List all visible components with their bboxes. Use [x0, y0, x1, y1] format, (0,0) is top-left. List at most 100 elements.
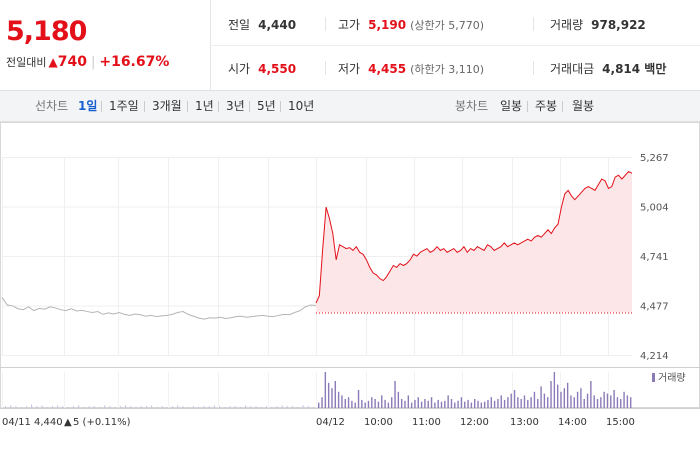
volume-bar [224, 407, 226, 408]
candle-chart-label: 봉차트 [455, 99, 489, 113]
tab-monthly-candle[interactable]: 월봉 [572, 99, 595, 113]
divider [218, 101, 219, 112]
change-amount: 740 [57, 54, 87, 70]
volume-bar [318, 402, 320, 408]
volume-bar [72, 406, 74, 408]
volume-bar [67, 407, 69, 408]
volume-bar [530, 397, 532, 408]
volume-bar [447, 395, 449, 408]
volume-bar [78, 405, 80, 408]
divider [325, 61, 326, 75]
tab-10y[interactable]: 10년 [288, 99, 315, 113]
volume-bar [156, 407, 158, 408]
volume-bar [460, 397, 463, 408]
volume-bar [334, 381, 336, 408]
tab-weekly-candle[interactable]: 주봉 [535, 99, 558, 113]
volume-bar [292, 406, 294, 408]
prev-day-close: 4,440 [34, 417, 63, 428]
volume-bar [119, 406, 121, 408]
x-tick-label: 04/12 [316, 417, 345, 428]
volume-bar [286, 406, 288, 408]
volume-bar [596, 399, 599, 408]
volume-bar [487, 399, 489, 408]
divider [144, 101, 145, 112]
volume-bar [417, 397, 419, 408]
volume-bar [490, 397, 492, 408]
volume-bar [130, 406, 132, 408]
volume-bar [573, 397, 575, 408]
volume-bar [192, 406, 194, 408]
quote-header: 5,180 전일대비 ▲740 | +16.67% 전일 4,440 고가 5,190 (상… [0, 0, 700, 90]
volume-bar [219, 406, 221, 408]
volume-bar [477, 400, 479, 408]
volume-bar [5, 406, 6, 408]
y-tick-label: 5,267 [640, 153, 669, 164]
volume-bar [623, 391, 625, 408]
y-tick-label: 4,741 [640, 252, 669, 263]
volume-bar [570, 395, 572, 408]
volume-bar [344, 399, 346, 408]
volume-bar [430, 397, 433, 408]
volume-bar [626, 395, 629, 408]
tab-daily-candle[interactable]: 일봉 [500, 99, 523, 113]
y-tick-label: 4,477 [640, 302, 669, 313]
tab-1d[interactable]: 1일 [78, 99, 98, 113]
volume-bar [281, 405, 283, 408]
volume-bar [533, 391, 536, 408]
volume-bar [371, 397, 373, 408]
volume-bar [266, 406, 268, 408]
x-tick-label: 11:00 [412, 417, 441, 428]
tab-3m[interactable]: 3개월 [152, 99, 182, 113]
volume-bar [404, 400, 406, 408]
volume-bar [397, 391, 400, 408]
volume-bar [391, 397, 393, 408]
volume-bar [354, 402, 356, 408]
tab-1w[interactable]: 1주일 [109, 99, 139, 113]
volume-bar [414, 399, 416, 408]
volume-bar [161, 406, 163, 408]
volume-bar [517, 397, 519, 408]
volume-bar [357, 390, 360, 408]
x-tick-label: 10:00 [364, 417, 393, 428]
divider [533, 61, 534, 75]
volume-bar [109, 406, 111, 408]
volume-bar [213, 405, 215, 408]
volume-bar [590, 381, 592, 408]
volume-bar [384, 399, 386, 408]
volume-bar [513, 390, 516, 408]
divider [527, 101, 528, 112]
volume-bar [351, 400, 353, 408]
volume-legend-swatch [652, 373, 655, 382]
tab-1y[interactable]: 1년 [195, 99, 214, 113]
volume-bar [580, 388, 582, 408]
divider [187, 101, 188, 112]
volume-bar [620, 399, 622, 408]
volume-bar [245, 405, 247, 408]
volume-bar [140, 406, 142, 408]
volume-bar [523, 395, 526, 408]
volume-bar [187, 407, 189, 408]
current-price: 5,180 [6, 16, 87, 47]
volume-bar [381, 395, 383, 408]
volume-bar [520, 399, 522, 408]
volume-bar [57, 405, 59, 408]
volume-bar [297, 407, 299, 408]
volume-bar [464, 401, 466, 408]
volume-bar [250, 406, 252, 408]
tab-5y[interactable]: 5년 [257, 99, 276, 113]
volume-bar [437, 399, 439, 408]
volume-bar [457, 400, 459, 408]
today-area-fill [316, 171, 632, 313]
tab-3y[interactable]: 3년 [226, 99, 245, 113]
volume-bar [493, 400, 496, 408]
volume-bar [361, 399, 363, 408]
volume-bar [606, 393, 609, 408]
divider [210, 45, 700, 46]
volume-bar [610, 395, 612, 408]
volume-bar [424, 399, 426, 408]
volume-bar [560, 391, 562, 408]
volume-bar [497, 399, 499, 408]
volume-bar [510, 393, 512, 408]
volume-bar [556, 384, 559, 408]
volume-bar [313, 407, 314, 408]
